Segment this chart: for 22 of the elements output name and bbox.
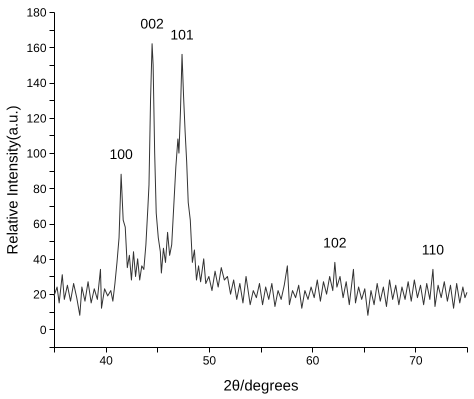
y-tick-label: 0: [40, 322, 47, 337]
x-tick-label: 50: [202, 354, 216, 368]
y-tick-label: 140: [26, 76, 47, 90]
annotation: 002: [140, 16, 164, 32]
y-tick-label: 40: [33, 252, 47, 266]
y-axis-title: Relative Intensity(a.u.): [4, 105, 22, 255]
y-tick-label: 180: [26, 6, 47, 20]
y-tick-label: 60: [33, 217, 47, 232]
annotation: 110: [422, 241, 444, 258]
y-tick-label: 120: [26, 111, 47, 126]
y-tick-label: 160: [26, 40, 47, 55]
y-tick-label: 100: [26, 146, 47, 161]
annotation: 101: [170, 26, 194, 42]
line-series: [54, 43, 468, 316]
x-tick-label: 60: [306, 354, 320, 368]
annotation: 100: [109, 146, 134, 162]
x-tick-label: 70: [409, 354, 423, 368]
y-tick-label: 20: [33, 288, 47, 302]
annotation: 102: [323, 234, 347, 250]
y-tick-label: 80: [33, 182, 47, 196]
x-tick-label: 40: [99, 354, 114, 368]
x-axis-title: 2θ/degrees: [223, 378, 299, 394]
